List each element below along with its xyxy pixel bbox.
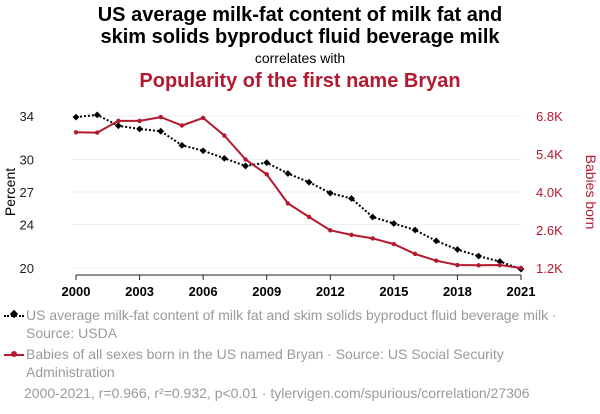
data-point-bryan — [179, 123, 185, 128]
data-point-milk-fat — [72, 113, 80, 121]
data-point-milk-fat — [411, 226, 419, 234]
data-point-milk-fat — [284, 170, 292, 177]
data-point-milk-fat — [454, 246, 461, 253]
data-point-bryan — [349, 232, 354, 238]
circle-marker-icon — [11, 351, 17, 357]
data-point-milk-fat — [242, 162, 249, 170]
y-left-tick-label: 34 — [20, 109, 34, 124]
chart-title-line2: skim solids byproduct fluid beverage mil… — [100, 26, 500, 48]
data-point-milk-fat — [475, 252, 483, 260]
x-tick-label: 2000 — [62, 284, 91, 299]
y-axis-title-left: Percent — [2, 168, 18, 216]
data-point-milk-fat — [326, 189, 334, 197]
data-point-bryan — [518, 265, 524, 271]
series-line-bryan — [75, 116, 522, 269]
data-point-bryan — [222, 133, 227, 138]
data-point-bryan — [328, 228, 333, 233]
gridlines — [72, 115, 521, 269]
data-point-milk-fat — [263, 159, 271, 167]
x-tick-label: 2015 — [379, 284, 408, 299]
data-point-milk-fat — [136, 125, 143, 133]
data-point-milk-fat — [178, 141, 186, 149]
data-point-bryan — [306, 214, 312, 220]
data-point-bryan — [264, 172, 269, 177]
data-point-bryan — [94, 130, 100, 135]
series-layer — [72, 111, 525, 273]
y-right-tick-label: 4.0K — [536, 185, 563, 200]
data-point-bryan — [158, 114, 163, 120]
chart-title-line1: US average milk-fat content of milk fat … — [97, 4, 503, 26]
data-point-bryan — [434, 258, 439, 263]
axes: 20 24 27 30 34 1.2K 2.6K 4.0K 5.4K 6.8K 2000 2003 20… — [2, 109, 599, 299]
data-point-bryan — [285, 201, 291, 206]
data-point-bryan — [391, 241, 397, 247]
y-left-tick-label: 24 — [20, 218, 34, 233]
data-point-bryan — [455, 262, 460, 268]
y-left-tick-label: 27 — [20, 185, 34, 200]
y-left-tick-label: 30 — [20, 152, 34, 167]
data-point-milk-fat — [496, 258, 504, 265]
data-point-milk-fat — [390, 220, 398, 227]
y-axis-title-right: Babies born — [583, 155, 599, 230]
series-line-milk-fat — [75, 113, 522, 271]
data-point-milk-fat — [114, 122, 122, 130]
x-tick-label: 2003 — [125, 284, 154, 299]
x-tick-label: 2009 — [252, 284, 281, 299]
data-point-bryan — [200, 115, 206, 121]
data-point-milk-fat — [157, 127, 165, 135]
data-point-milk-fat — [369, 213, 377, 221]
data-point-bryan — [370, 236, 375, 241]
data-point-milk-fat — [93, 111, 101, 119]
data-point-milk-fat — [220, 154, 228, 162]
legend-label-bryan: Babies of all sexes born in the US named… — [26, 346, 504, 380]
legend-label-milk-fat: US average milk-fat content of milk fat … — [26, 307, 557, 341]
y-right-tick-label: 5.4K — [536, 147, 563, 162]
data-point-milk-fat — [432, 237, 440, 245]
x-tick-label: 2018 — [443, 284, 472, 299]
y-left-tick-label: 20 — [20, 261, 34, 276]
data-point-bryan — [73, 130, 79, 135]
y-right-tick-label: 2.6K — [536, 223, 563, 238]
chart-title-secondary: Popularity of the first name Bryan — [139, 70, 461, 92]
x-tick-label: 2012 — [316, 284, 345, 299]
data-point-milk-fat — [199, 147, 207, 155]
data-point-bryan — [243, 157, 248, 162]
data-point-milk-fat — [348, 195, 355, 202]
x-tick-label: 2021 — [507, 284, 536, 299]
data-point-bryan — [497, 262, 503, 268]
y-right-tick-label: 6.8K — [536, 109, 563, 124]
x-tick-label: 2006 — [189, 284, 218, 299]
y-right-tick-label: 1.2K — [536, 261, 563, 276]
data-point-bryan — [476, 263, 481, 268]
data-point-bryan — [116, 118, 121, 124]
data-point-bryan — [412, 251, 418, 257]
correlates-with-label: correlates with — [254, 50, 346, 66]
data-point-milk-fat — [305, 178, 313, 186]
footer-stats: 2000-2021, r=0.966, r²=0.932, p<0.01 · t… — [24, 385, 530, 401]
data-point-bryan — [137, 118, 142, 124]
